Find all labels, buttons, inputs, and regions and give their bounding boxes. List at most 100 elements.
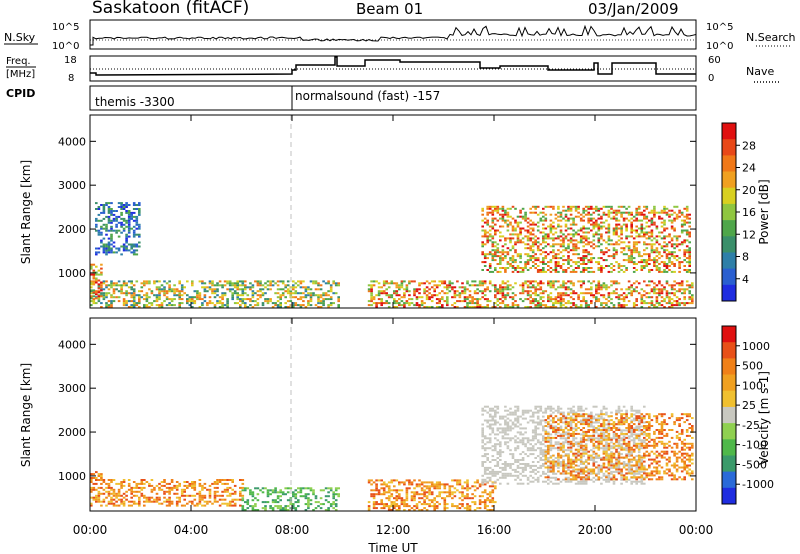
echo-cell (178, 306, 181, 308)
echo-cell (499, 261, 502, 264)
echo-cell (256, 298, 260, 301)
echo-cell (650, 235, 654, 238)
echo-cell (658, 269, 661, 271)
echo-cell (617, 459, 621, 461)
echo-cell (531, 255, 535, 258)
echo-cell (617, 302, 621, 305)
echo-cell (600, 415, 603, 418)
echo-cell (612, 231, 616, 234)
echo-cell (302, 304, 305, 307)
echo-cell (244, 302, 247, 305)
echo-cell (95, 498, 98, 501)
echo-cell (660, 300, 664, 303)
echo-cell (539, 409, 543, 412)
echo-cell (456, 481, 459, 484)
echo-cell (178, 292, 181, 295)
echo-cell (663, 298, 666, 301)
echo-cell (259, 280, 262, 283)
echo-cell (602, 302, 606, 305)
echo-cell (542, 292, 545, 295)
echo-cell (266, 288, 270, 291)
echo-cell (155, 298, 159, 301)
echo-cell (610, 263, 613, 265)
echo-cell (574, 455, 578, 458)
echo-cell (186, 502, 189, 505)
echo-cell (115, 296, 118, 299)
echo-cell (627, 255, 631, 258)
echo-cell (105, 225, 108, 228)
echo-cell (673, 229, 676, 232)
echo-cell (554, 269, 558, 271)
echo-cell (552, 447, 555, 450)
echo-cell (602, 407, 606, 410)
echo-cell (643, 243, 646, 246)
echo-cell (241, 280, 245, 283)
echo-cell (582, 237, 585, 240)
echo-cell (673, 235, 676, 238)
echo-cell (607, 421, 611, 424)
echo-cell (685, 284, 689, 287)
echo-cell (506, 441, 510, 444)
echo-cell (645, 217, 649, 220)
echo-cell (249, 493, 252, 496)
echo-cell (531, 468, 535, 471)
echo-cell (239, 498, 242, 501)
echo-cell (521, 482, 525, 485)
echo-cell (592, 239, 596, 242)
echo-cell (102, 288, 106, 291)
echo-cell (183, 504, 186, 507)
echo-cell (600, 417, 603, 420)
echo-cell (332, 491, 335, 494)
echo-cell (423, 491, 426, 494)
echo-cell (178, 296, 181, 299)
echo-cell (481, 219, 484, 222)
echo-cell (643, 205, 646, 208)
echo-cell (481, 461, 484, 463)
echo-cell (544, 227, 548, 230)
echo-cell (635, 225, 638, 228)
echo-cell (178, 496, 181, 499)
echo-cell (408, 487, 411, 490)
echo-cell (90, 479, 93, 481)
echo-cell (579, 433, 583, 436)
echo-cell (557, 459, 560, 461)
echo-cell (648, 231, 651, 234)
echo-cell (125, 284, 128, 287)
echo-cell (430, 286, 434, 289)
echo-cell (92, 263, 96, 266)
echo-cell (569, 205, 573, 208)
echo-cell (299, 286, 303, 289)
echo-cell (554, 280, 558, 283)
echo-cell (529, 300, 532, 303)
echo-cell (132, 215, 136, 218)
echo-cell (105, 486, 108, 489)
echo-cell (138, 202, 141, 205)
echo-cell (590, 205, 593, 208)
echo-cell (514, 417, 517, 420)
echo-cell (620, 233, 623, 236)
echo-cell (620, 229, 623, 232)
echo-cell (95, 273, 98, 276)
echo-cell (329, 505, 333, 508)
echo-cell (660, 225, 664, 228)
echo-cell (145, 500, 149, 503)
echo-cell (327, 487, 330, 490)
echo-cell (494, 251, 497, 254)
echo-cell (549, 449, 553, 452)
echo-cell (653, 263, 656, 265)
echo-cell (405, 300, 409, 303)
echo-cell (648, 219, 651, 222)
echo-cell (201, 280, 204, 283)
echo-cell (554, 472, 558, 475)
echo-cell (95, 225, 98, 228)
echo-cell (534, 427, 537, 430)
echo-cell (524, 474, 527, 477)
echo-cell (602, 431, 606, 434)
echo-cell (673, 255, 676, 258)
echo-cell (691, 300, 694, 303)
echo-cell (279, 507, 282, 510)
echo-cell (597, 286, 601, 289)
echo-cell (256, 304, 260, 307)
echo-cell (645, 284, 649, 287)
echo-cell (430, 483, 434, 486)
